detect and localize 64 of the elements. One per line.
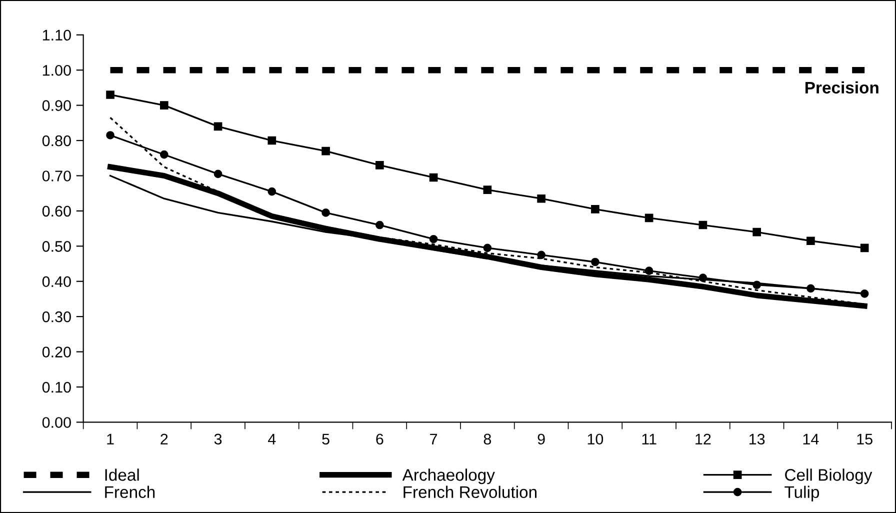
point xyxy=(806,236,815,246)
y-tick-label: 1.00 xyxy=(42,64,71,76)
point xyxy=(644,266,654,275)
y-tick-label: 0.70 xyxy=(42,170,71,182)
y-tick-label: 0.80 xyxy=(42,135,71,146)
x-tick-label: 7 xyxy=(430,434,438,444)
x-tick-label: 8 xyxy=(484,434,492,445)
annotation: Precision xyxy=(805,81,878,94)
x-tick-label: 6 xyxy=(376,434,384,445)
y-tick-label: 0.20 xyxy=(42,346,71,358)
x-tick-label: 12 xyxy=(696,434,711,444)
point xyxy=(376,220,384,230)
y-tick-label: 0.40 xyxy=(42,276,71,288)
point xyxy=(698,274,708,282)
point xyxy=(698,220,708,230)
y-tick-label: 1.10 xyxy=(42,30,71,41)
x-tick-label: 9 xyxy=(538,434,545,445)
x-tick-label: 10 xyxy=(588,434,604,445)
legend-label: Tulip xyxy=(784,486,820,502)
point xyxy=(860,244,869,252)
point xyxy=(483,244,492,252)
x-tick-label: 3 xyxy=(214,434,222,445)
x-tick-label: 5 xyxy=(322,434,330,445)
point xyxy=(106,90,114,99)
x-tick-label: 15 xyxy=(857,434,872,445)
y-tick-label: 0.10 xyxy=(42,382,71,393)
legend-label: French xyxy=(105,486,155,498)
point xyxy=(160,150,168,159)
legend-label: Ideal xyxy=(105,468,139,481)
point xyxy=(644,214,654,222)
point xyxy=(160,101,168,110)
x-tick-label: 2 xyxy=(160,434,168,444)
point xyxy=(214,122,222,131)
x-tick-label: 4 xyxy=(268,434,276,444)
point xyxy=(429,234,438,244)
x-tick-label: 13 xyxy=(749,434,765,445)
legend-label: Cell Biology xyxy=(785,468,872,484)
point xyxy=(322,146,330,156)
point xyxy=(537,250,546,260)
point xyxy=(106,131,114,140)
x-tick-label: 1 xyxy=(107,434,114,444)
x-tick-label: 11 xyxy=(642,434,656,444)
point xyxy=(268,136,276,145)
point xyxy=(806,284,815,293)
point xyxy=(591,205,600,214)
point xyxy=(537,194,546,203)
y-tick-label: 0.00 xyxy=(42,417,71,428)
point xyxy=(483,186,492,194)
point xyxy=(752,280,761,290)
point xyxy=(214,170,222,178)
y-tick-label: 0.90 xyxy=(42,100,71,111)
point xyxy=(429,173,438,182)
x-tick-label: 14 xyxy=(803,434,819,444)
legend-label: French Revolution xyxy=(404,486,536,498)
y-tick-label: 0.50 xyxy=(42,241,71,252)
point xyxy=(322,208,330,217)
point xyxy=(860,290,869,298)
legend-label: Archaeology xyxy=(402,468,495,484)
point xyxy=(376,160,384,170)
y-tick-label: 0.60 xyxy=(42,206,71,217)
point xyxy=(752,228,761,236)
point xyxy=(591,258,600,266)
point xyxy=(268,187,276,196)
y-tick-label: 0.30 xyxy=(42,311,71,322)
